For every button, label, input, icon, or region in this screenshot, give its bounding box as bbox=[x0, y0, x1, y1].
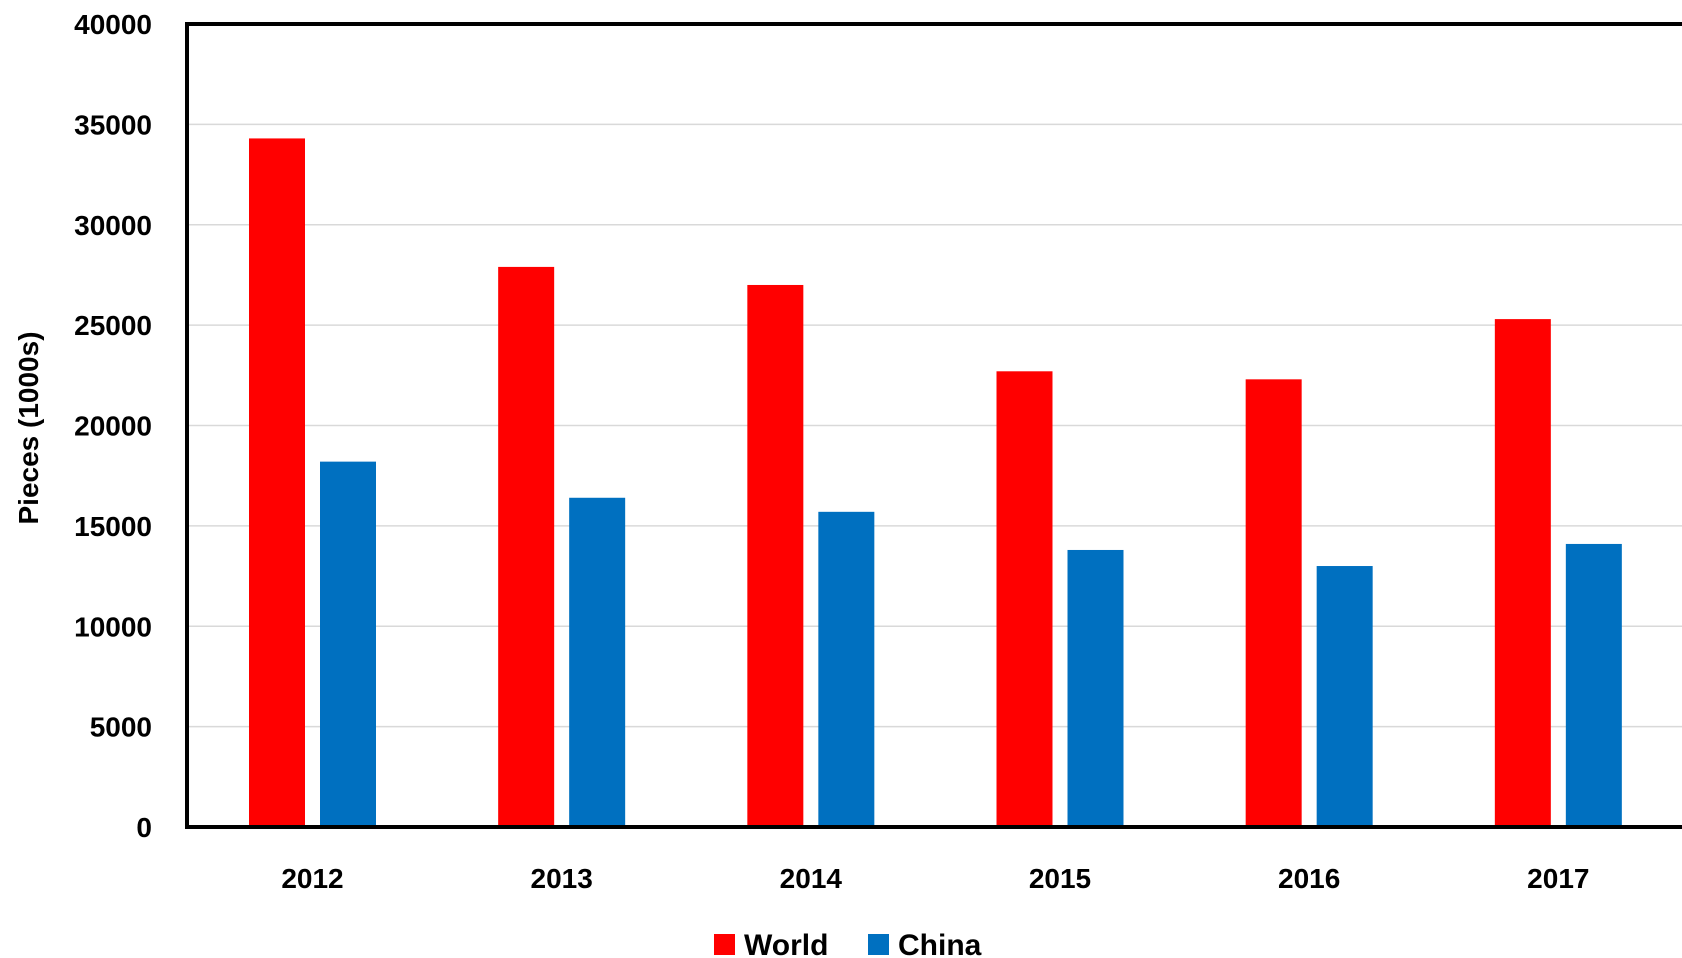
bar-world-2013 bbox=[498, 266, 555, 828]
bar-china-2012 bbox=[320, 461, 376, 827]
y-axis-title: Pieces (1000s) bbox=[13, 331, 44, 524]
bar-china-2013 bbox=[569, 497, 626, 827]
bar-china-2017 bbox=[1565, 543, 1622, 827]
gridlines bbox=[187, 123, 1682, 728]
y-tick-label: 20000 bbox=[74, 411, 152, 442]
x-tick-label: 2012 bbox=[281, 863, 343, 894]
bar-world-2016 bbox=[1245, 379, 1302, 827]
bar-china-2015 bbox=[1067, 549, 1124, 827]
x-tick-label: 2014 bbox=[780, 863, 843, 894]
y-tick-label: 40000 bbox=[74, 9, 152, 40]
legend-swatch-china bbox=[868, 934, 889, 955]
y-tick-label: 15000 bbox=[74, 511, 152, 542]
bar-china-2016 bbox=[1316, 566, 1373, 827]
legend: World China bbox=[714, 929, 982, 958]
y-axis-ticks: 0 5000 10000 15000 20000 25000 30000 35000 40000 bbox=[74, 9, 152, 843]
bar-world-2017 bbox=[1494, 319, 1551, 827]
bar-world-2014 bbox=[747, 284, 804, 828]
legend-swatch-world bbox=[714, 934, 735, 955]
y-tick-label: 10000 bbox=[74, 611, 152, 642]
bar-china-2014 bbox=[818, 511, 875, 827]
bars bbox=[249, 138, 1622, 828]
bar-world-2012 bbox=[249, 138, 305, 828]
y-tick-label: 5000 bbox=[90, 712, 152, 743]
x-tick-label: 2013 bbox=[531, 863, 593, 894]
plot-frame bbox=[185, 22, 1682, 829]
x-tick-label: 2015 bbox=[1029, 863, 1091, 894]
x-tick-label: 2016 bbox=[1278, 863, 1340, 894]
legend-label-world: World bbox=[744, 929, 828, 958]
y-tick-label: 35000 bbox=[74, 109, 152, 140]
y-tick-label: 30000 bbox=[74, 210, 152, 241]
y-tick-label: 25000 bbox=[74, 310, 152, 341]
bar-world-2015 bbox=[996, 371, 1053, 827]
y-tick-label: 0 bbox=[136, 812, 152, 843]
x-axis-ticks: 2012 2013 2014 2015 2016 2017 bbox=[281, 863, 1589, 894]
legend-label-china: China bbox=[898, 929, 982, 958]
x-tick-label: 2017 bbox=[1527, 863, 1589, 894]
